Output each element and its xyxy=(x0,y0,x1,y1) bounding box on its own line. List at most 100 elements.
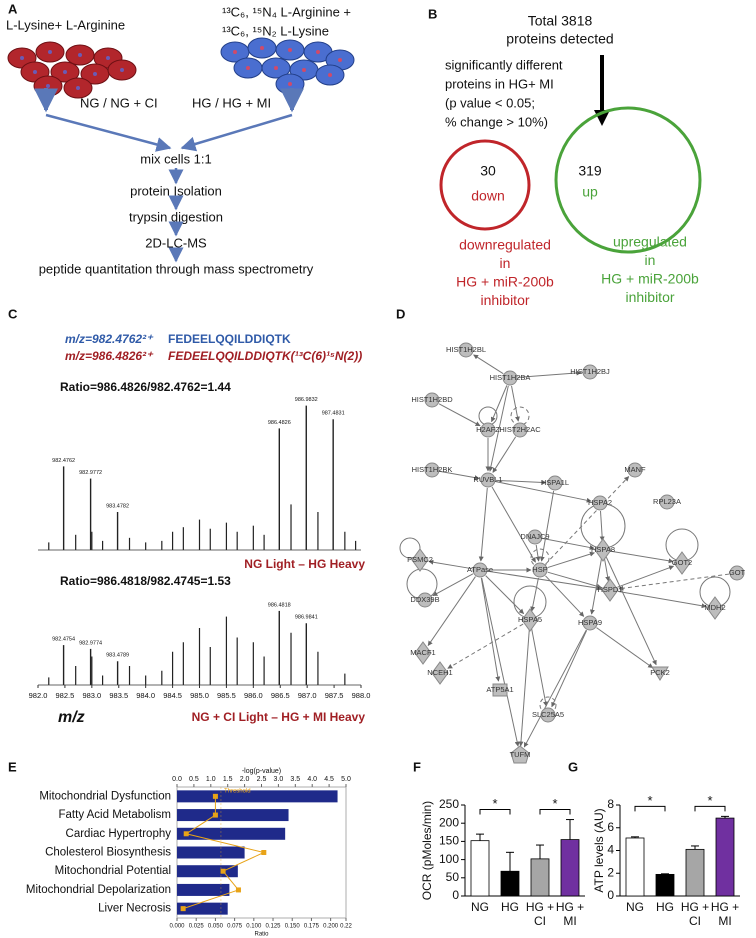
node-label: RUVBL1 xyxy=(473,475,502,484)
node xyxy=(540,707,556,723)
threshold-label: Threshold xyxy=(224,789,251,795)
nucleus xyxy=(48,50,52,54)
edge xyxy=(547,571,602,589)
bar xyxy=(177,865,238,878)
x-tick-label: 983.5 xyxy=(109,691,128,700)
edge xyxy=(481,577,520,747)
peak-label: 987.4831 xyxy=(322,411,345,417)
network: HIST1H2BL HIST1H2BA HIST1H2BJ HIST1H2BD H2AF… xyxy=(399,342,746,764)
step-label: 2D-LC-MS xyxy=(145,235,207,250)
edge xyxy=(487,570,602,591)
node xyxy=(431,661,449,685)
cells xyxy=(7,37,355,99)
node xyxy=(547,475,563,491)
x-tick-label: 987.5 xyxy=(325,691,344,700)
y-tick-label: 8 xyxy=(607,797,614,811)
node-label: RPL23A xyxy=(653,497,681,506)
significance-bracket xyxy=(694,805,726,812)
y-tick-label: 0 xyxy=(607,888,614,902)
bar xyxy=(500,870,520,897)
bar xyxy=(715,817,735,897)
edge xyxy=(530,577,539,612)
category-label: Cardiac Hypertrophy xyxy=(66,828,172,840)
panel-label: E xyxy=(8,759,17,774)
peak-label: 983.4782 xyxy=(106,503,129,509)
edge xyxy=(488,385,509,472)
x-tick-label: 982.0 xyxy=(29,691,48,700)
x-tick-label: 4.5 xyxy=(324,776,334,783)
edge xyxy=(589,557,603,615)
count: 319 xyxy=(578,163,602,179)
spectrum-title: Ratio=986.4826/982.4762=1.44 xyxy=(60,380,231,394)
self-loop xyxy=(510,406,530,426)
bar xyxy=(177,827,286,840)
peak-label: 982.9774 xyxy=(79,640,102,646)
spectrum-title: Ratio=986.4818/982.4745=1.53 xyxy=(60,574,231,588)
y-tick-label: 6 xyxy=(607,820,614,834)
x-tick-label: 3.5 xyxy=(290,776,300,783)
panel-label: C xyxy=(8,306,18,321)
ratio-point xyxy=(180,906,186,912)
node-label: HIST1H2BL xyxy=(446,345,486,354)
bar xyxy=(560,839,580,897)
peak-label: 986.9841 xyxy=(295,615,318,621)
x-tick-label: 988.0 xyxy=(352,691,371,700)
edge xyxy=(495,479,547,485)
edge xyxy=(495,481,592,503)
peak-label: 983.4789 xyxy=(106,653,129,659)
category-label: Mitochondrial Potential xyxy=(55,865,171,877)
x2-tick-label: 0.025 xyxy=(189,924,205,930)
x-tick-label: 986.0 xyxy=(244,691,263,700)
x2-tick-label: 0.075 xyxy=(227,924,243,930)
peak-label: 982.9772 xyxy=(79,470,102,476)
nucleus xyxy=(46,84,50,88)
node xyxy=(414,641,432,665)
x-tick-label: HG xyxy=(501,900,519,914)
nucleus xyxy=(33,70,37,74)
node-label: MANF xyxy=(624,465,646,474)
bar xyxy=(655,873,675,897)
node-label: HIST1H2BJ xyxy=(570,367,610,376)
ratio-point xyxy=(235,887,241,893)
peptide-mz: m/z=986.4826²⁺ xyxy=(65,349,154,363)
node-label: ATPase xyxy=(467,565,493,574)
panel-label: B xyxy=(428,6,437,21)
node xyxy=(582,615,598,631)
node-label: HSPA8 xyxy=(591,545,615,554)
node-label: DNAJC9 xyxy=(520,532,549,541)
step-label: protein Isolation xyxy=(130,183,222,198)
significance-label: * xyxy=(707,793,712,808)
node-label: H2AFZ xyxy=(476,425,500,434)
node-label: MDH2 xyxy=(704,603,725,612)
x-tick-label: HG + xyxy=(711,900,739,914)
y-tick-label: 250 xyxy=(439,797,459,811)
significance-label: * xyxy=(552,796,557,811)
y-axis-title: ATP levels (AU) xyxy=(592,808,606,892)
step-label: trypsin digestion xyxy=(129,209,223,224)
direction: up xyxy=(582,184,598,200)
ratio-point xyxy=(212,812,218,818)
edge xyxy=(485,575,524,614)
nucleus xyxy=(288,48,292,52)
caption: downregulated xyxy=(459,237,551,253)
x2-tick-label: 0.22 xyxy=(340,924,352,930)
node-label: HSP xyxy=(532,565,547,574)
node xyxy=(706,596,724,620)
edge xyxy=(447,623,524,669)
node xyxy=(659,494,675,510)
node xyxy=(512,422,528,438)
node-label: HIST1H2BD xyxy=(411,395,453,404)
bar xyxy=(177,790,338,803)
edge xyxy=(610,550,674,564)
node xyxy=(521,608,539,632)
node-label: HIST1H2BK xyxy=(412,465,453,474)
venn-down xyxy=(439,139,531,231)
node-label: HSPA9 xyxy=(578,618,602,627)
caption: inhibitor xyxy=(480,292,529,308)
ratio-point xyxy=(261,850,267,855)
nucleus xyxy=(93,72,97,76)
self-loop xyxy=(399,537,421,559)
edge xyxy=(492,436,517,473)
peptide-mz: m/z=982.4762²⁺ xyxy=(65,332,154,346)
